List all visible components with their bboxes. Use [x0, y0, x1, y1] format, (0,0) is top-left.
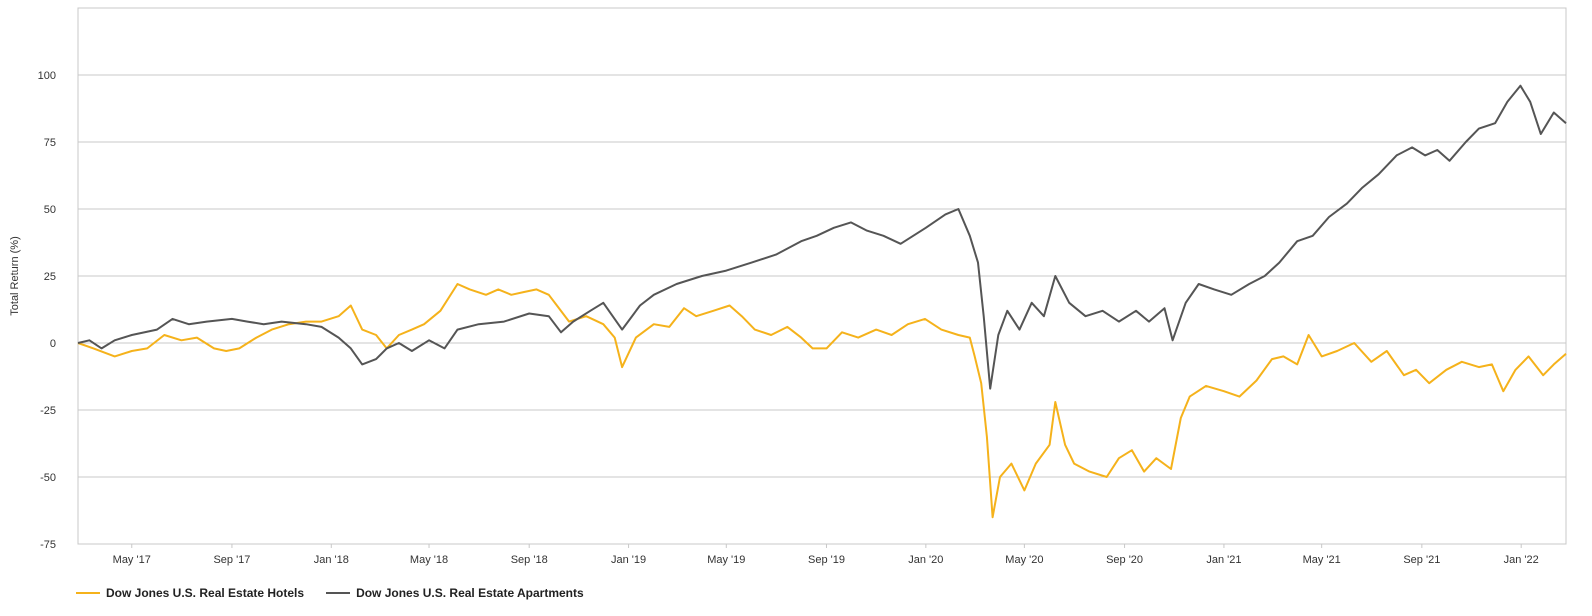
y-tick-label: -25	[40, 405, 56, 417]
x-tick-label: May '21	[1303, 554, 1341, 566]
x-tick-label: Jan '18	[314, 554, 349, 566]
x-tick-label: Sep '18	[511, 554, 548, 566]
x-axis-tick-labels: May '17 Sep '17 Jan '18 May '18 Sep '18 Jan '…	[113, 544, 1539, 566]
y-tick-label: 75	[44, 137, 56, 149]
x-tick-label: Jan '22	[1504, 554, 1539, 566]
y-tick-label: 50	[44, 204, 56, 216]
y-tick-label: -75	[40, 539, 56, 551]
legend-label: Dow Jones U.S. Real Estate Apartments	[356, 586, 584, 600]
x-tick-label: Jan '20	[908, 554, 943, 566]
x-tick-label: May '19	[707, 554, 745, 566]
line-chart: -75 -50 -25 0 25 50 75 100 May '17 Sep '17 Jan '1…	[9, 7, 1567, 566]
series-line-1	[77, 84, 1567, 390]
series-lines	[77, 84, 1567, 519]
y-tick-label: 100	[38, 70, 56, 82]
x-tick-label: Sep '19	[808, 554, 845, 566]
legend-swatch	[326, 592, 351, 594]
x-tick-label: Jan '19	[611, 554, 646, 566]
x-tick-label: May '18	[410, 554, 448, 566]
x-tick-label: Sep '17	[213, 554, 250, 566]
legend: Dow Jones U.S. Real Estate Hotels Dow Jon…	[76, 586, 584, 600]
y-axis-tick-labels: -75 -50 -25 0 25 50 75 100	[38, 70, 56, 551]
x-tick-label: Sep '20	[1106, 554, 1143, 566]
legend-swatch	[76, 592, 100, 594]
legend-item: Dow Jones U.S. Real Estate Hotels	[76, 586, 304, 600]
x-tick-label: May '20	[1005, 554, 1043, 566]
x-tick-label: Jan '21	[1206, 554, 1241, 566]
legend-item: Dow Jones U.S. Real Estate Apartments	[326, 586, 584, 600]
y-tick-label: 0	[50, 338, 56, 350]
y-tick-label: -50	[40, 472, 56, 484]
legend-label: Dow Jones U.S. Real Estate Hotels	[106, 586, 305, 600]
x-tick-label: May '17	[113, 554, 151, 566]
series-line-0	[77, 283, 1567, 519]
y-axis-label: Total Return (%)	[9, 236, 21, 315]
y-tick-label: 25	[44, 271, 56, 283]
plot-frame	[77, 7, 1567, 545]
x-tick-label: Sep '21	[1403, 554, 1440, 566]
gridlines	[78, 74, 1566, 545]
